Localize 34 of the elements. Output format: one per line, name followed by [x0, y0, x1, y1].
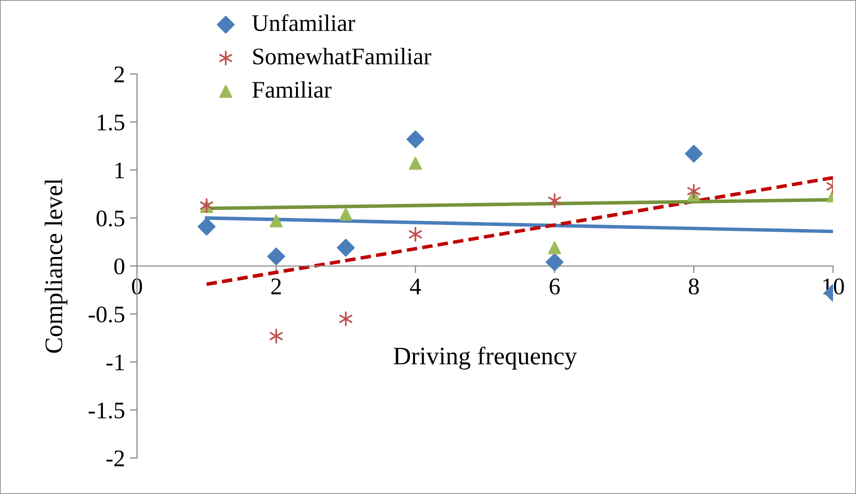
point: [408, 226, 422, 242]
point: [548, 193, 562, 208]
point: [546, 253, 564, 272]
y-axis-title: Compliance level: [44, 178, 68, 353]
x-tick-label: 8: [688, 278, 699, 294]
point: [198, 218, 216, 236]
x-tick-label: 2: [271, 278, 281, 294]
y-tick-label: -1.5: [88, 402, 124, 419]
x-axis-title: Driving frequency: [394, 346, 577, 370]
y-tick-label: 0.5: [96, 210, 124, 227]
x-tick-label: 4: [410, 278, 421, 294]
legend-label: Unfamiliar: [252, 14, 356, 32]
point: [339, 311, 352, 326]
point: [408, 156, 422, 170]
point: [336, 238, 355, 257]
point: [548, 241, 562, 254]
legend-label: SomewhatFamiliar: [253, 48, 432, 64]
y-tick-label: -0.5: [88, 306, 124, 323]
point: [406, 130, 424, 148]
point: [267, 247, 286, 266]
point: [339, 208, 352, 221]
y-tick-label: 1.5: [98, 114, 124, 131]
point: [270, 214, 283, 228]
point: [270, 328, 283, 344]
legend-label: Familiar: [252, 81, 332, 98]
x-tick-label: 6: [550, 278, 560, 294]
y-tick-label: 0: [114, 258, 124, 274]
point: [684, 144, 703, 163]
y-tick-label: 2: [114, 66, 124, 82]
y-tick-label: 1: [115, 162, 124, 178]
point: [687, 184, 700, 199]
y-tick-label: -2: [106, 450, 124, 466]
x-tick-label: 0: [132, 278, 142, 294]
y-tick-label: -1: [106, 354, 124, 370]
